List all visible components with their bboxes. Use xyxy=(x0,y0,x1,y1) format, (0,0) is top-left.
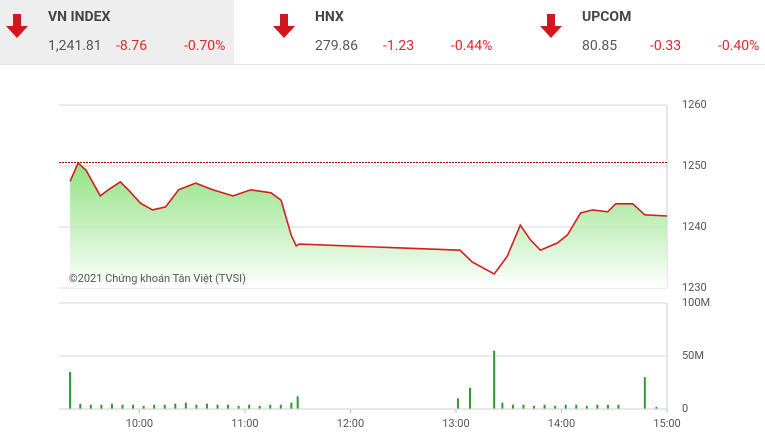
watermark: ©2021 Chứng khoán Tân Việt (TVSI) xyxy=(69,272,246,285)
volume-bar xyxy=(142,405,145,409)
volume-bar xyxy=(606,404,609,409)
x-tick-label: 15:00 xyxy=(653,417,680,430)
volume-bar xyxy=(69,371,72,409)
y-tick-label: 1230 xyxy=(682,281,707,294)
index-percent: -0.70% xyxy=(184,38,226,54)
index-name: HNX xyxy=(315,9,344,25)
volume-bar xyxy=(248,404,251,409)
index-card[interactable]: VN INDEX 1,241.81 -8.76 -0.70% xyxy=(0,0,234,64)
volume-bar xyxy=(237,405,240,409)
volume-bar xyxy=(522,404,525,409)
volume-bar xyxy=(153,404,156,409)
volume-bar xyxy=(121,404,124,409)
volume-bar xyxy=(296,396,299,409)
index-name: UPCOM xyxy=(582,9,632,25)
volume-bar xyxy=(585,405,588,409)
index-percent: -0.44% xyxy=(451,38,493,54)
volume-bar xyxy=(468,387,471,409)
area xyxy=(70,162,668,288)
volume-bar xyxy=(554,405,557,409)
index-change: -1.23 xyxy=(383,38,415,54)
x-tick-label: 11:00 xyxy=(231,417,258,430)
y-tick-label: 1240 xyxy=(682,220,707,233)
divider xyxy=(0,64,765,65)
volume-bar xyxy=(110,403,113,409)
index-change: -8.76 xyxy=(116,38,148,54)
price-line xyxy=(69,161,668,276)
volume-bar xyxy=(511,404,514,409)
index-percent: -0.40% xyxy=(718,38,760,54)
x-tick-label: 13:00 xyxy=(442,417,469,430)
index-value: 279.86 xyxy=(315,38,359,54)
volume-bar xyxy=(643,377,646,409)
volume-bar xyxy=(456,398,459,409)
y-tick-label: 0 xyxy=(682,402,688,415)
x-tick-label: 10:00 xyxy=(126,417,153,430)
index-name: VN INDEX xyxy=(48,9,111,25)
x-tick-label: 12:00 xyxy=(337,417,364,430)
volume-bar xyxy=(132,404,135,409)
y-tick-label: 1260 xyxy=(682,98,707,111)
volume-bar xyxy=(205,403,208,409)
index-card[interactable]: HNX 279.86 -1.23 -0.44% xyxy=(267,0,501,64)
volume-bar xyxy=(655,406,658,409)
volume-bar xyxy=(100,404,103,409)
x-tick-label: 14:00 xyxy=(548,417,575,430)
volume-bar xyxy=(501,402,504,409)
volume-bar xyxy=(174,403,177,409)
index-card[interactable]: UPCOM 80.85 -0.33 -0.40% xyxy=(534,0,765,64)
volume-bar xyxy=(564,404,567,409)
y-tick-label: 100M xyxy=(682,296,710,309)
volume-bar xyxy=(493,350,496,409)
volume-bar xyxy=(89,404,92,409)
volume-bar xyxy=(79,403,82,409)
down-arrow xyxy=(273,14,295,38)
volume-bar xyxy=(543,404,546,409)
index-value: 80.85 xyxy=(582,38,618,54)
y-tick-label: 50M xyxy=(682,349,704,362)
index-value: 1,241.81 xyxy=(48,38,102,54)
volume-bar xyxy=(227,404,230,409)
volume-bar xyxy=(596,404,599,409)
volume-bar xyxy=(279,404,282,409)
volume-bar xyxy=(575,404,578,409)
index-change: -0.33 xyxy=(650,38,682,54)
y-tick-label: 1250 xyxy=(682,159,707,172)
volume-bar xyxy=(617,404,620,409)
volume-bar xyxy=(533,405,536,409)
volume-bar xyxy=(163,404,166,409)
volume-bar xyxy=(184,402,187,409)
volume-bar xyxy=(258,405,261,409)
volume-bar xyxy=(269,404,272,409)
down-arrow xyxy=(6,14,28,38)
volume-bar xyxy=(216,404,219,409)
volume-bar xyxy=(290,402,293,409)
volume-bar xyxy=(195,404,198,409)
down-arrow xyxy=(540,14,562,38)
